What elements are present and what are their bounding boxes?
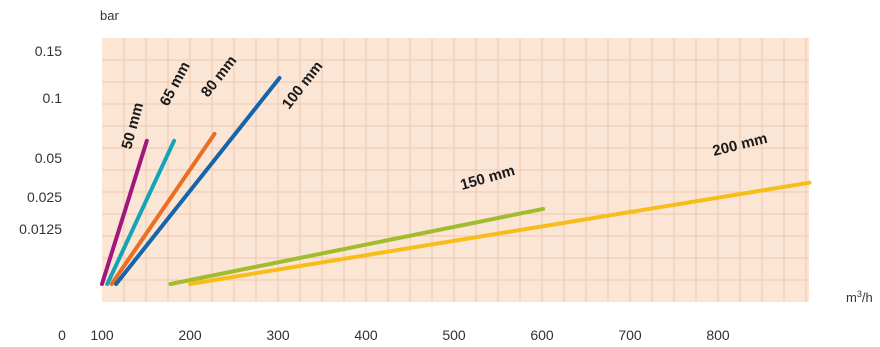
y-tick-label: 0.15 [35, 43, 62, 59]
x-tick-label: 500 [442, 327, 466, 343]
y-axis-label: bar [100, 8, 119, 23]
x-tick-label: 100 [90, 327, 114, 343]
x-tick-label: 400 [354, 327, 378, 343]
x-tick-label: 700 [618, 327, 642, 343]
x-axis-label: m3/h [846, 289, 873, 305]
x-tick-label: 0 [58, 327, 66, 343]
x-axis-label-tail: /h [862, 290, 873, 305]
x-tick-label: 800 [706, 327, 730, 343]
y-tick-label: 0.1 [43, 90, 63, 106]
x-tick-label: 200 [178, 327, 202, 343]
x-tick-label: 600 [530, 327, 554, 343]
y-tick-label: 0.05 [35, 150, 62, 166]
x-axis-ticks: 0 100 200 300 400 500 600 700 800 [58, 327, 730, 343]
y-axis-ticks: 0.15 0.1 0.05 0.025 0.0125 [19, 43, 62, 237]
y-tick-label: 0.025 [27, 189, 62, 205]
x-tick-label: 300 [266, 327, 290, 343]
x-axis-label-base: m [846, 290, 857, 305]
y-tick-label: 0.0125 [19, 221, 62, 237]
